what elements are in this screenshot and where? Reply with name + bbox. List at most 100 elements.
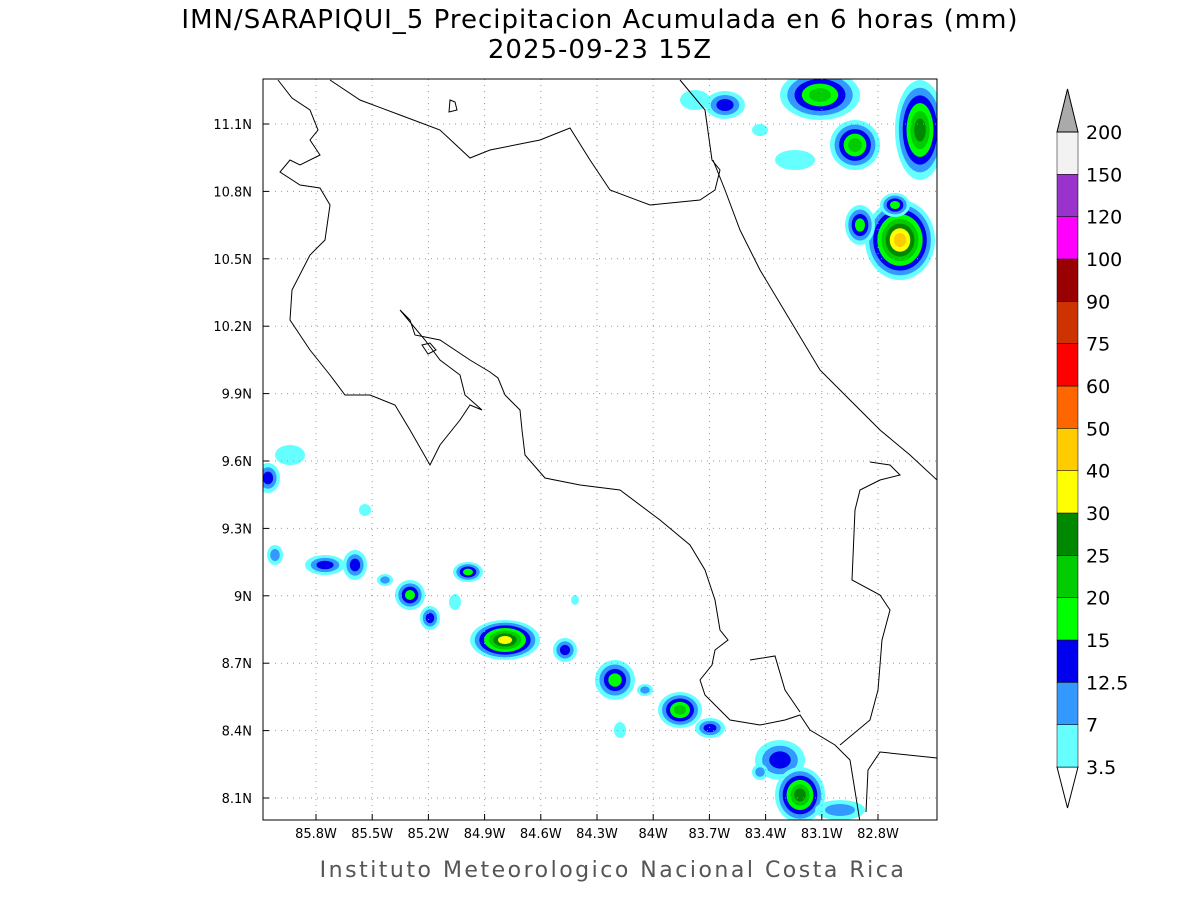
- colorbar-label: 150: [1086, 164, 1122, 186]
- precip-area: [848, 138, 862, 152]
- colorbar: 3.5 7 12.5 15 20 25 30 40 50 60 75 90 100 120 150 200: [1056, 88, 1128, 809]
- precip-area: [449, 594, 461, 610]
- colorbar-under: [1056, 766, 1079, 809]
- colorbar-over: [1056, 88, 1079, 133]
- precip-area: [275, 445, 305, 465]
- colorbar-label: 60: [1086, 376, 1110, 398]
- colorbar-label: 15: [1086, 630, 1110, 652]
- colorbar-segment: [1056, 301, 1079, 344]
- colorbar-label: 90: [1086, 291, 1110, 313]
- precip-area: [855, 218, 865, 232]
- precip-area: [463, 568, 473, 576]
- lat-tick-label: 8.1N: [222, 792, 252, 807]
- colorbar-label: 75: [1086, 334, 1110, 356]
- colorbar-segment: [1056, 258, 1079, 302]
- coastline: [277, 79, 861, 820]
- lon-tick-label: 84.3W: [576, 827, 618, 842]
- lat-tick-label: 9.3N: [222, 522, 252, 537]
- coastline: [712, 159, 937, 481]
- precip-area: [716, 99, 734, 111]
- precip-area: [263, 471, 274, 485]
- colorbar-label: 20: [1086, 588, 1110, 610]
- lat-tick-label: 9.9N: [222, 388, 252, 403]
- colorbar-segment: [1056, 216, 1079, 260]
- lon-tick-label: 84W: [638, 827, 668, 842]
- colorbar-label: 25: [1086, 545, 1110, 567]
- precip-area: [674, 705, 686, 715]
- colorbar-label: 3.5: [1086, 757, 1116, 779]
- precip-area: [359, 504, 371, 516]
- precip-area: [498, 636, 512, 644]
- subtitle: 2025-09-23 15Z: [488, 35, 712, 65]
- colorbar-label: 120: [1086, 207, 1122, 229]
- footer: Instituto Meteorologico Nacional Costa R…: [320, 858, 907, 883]
- precip-area: [794, 788, 806, 802]
- precip-area: [703, 723, 717, 733]
- colorbar-segment: [1056, 724, 1079, 768]
- lon-tick-label: 84.6W: [520, 827, 562, 842]
- lon-tick-label: 85.5W: [351, 827, 393, 842]
- precip-area: [405, 590, 415, 600]
- colorbar-segment: [1056, 131, 1079, 175]
- colorbar-label: 12.5: [1086, 672, 1128, 694]
- lat-tick-label: 10.8N: [213, 185, 252, 200]
- precip-area: [425, 612, 435, 624]
- precip-area: [890, 201, 900, 209]
- precip-area: [769, 751, 791, 769]
- map-frame: [262, 78, 938, 821]
- lon-tick-label: 84.9W: [464, 827, 506, 842]
- precip-area: [752, 124, 768, 136]
- title: IMN/SARAPIQUI_5 Precipitacion Acumulada …: [181, 5, 1018, 35]
- colorbar-label: 100: [1086, 249, 1122, 271]
- colorbar-segment: [1056, 343, 1079, 387]
- lat-tick-label: 9N: [234, 590, 252, 605]
- lon-tick-label: 82.8W: [857, 827, 899, 842]
- lat-tick-label: 9.6N: [222, 455, 252, 470]
- coastlines: [277, 79, 937, 820]
- colorbar-segment: [1056, 512, 1079, 556]
- colorbar-label: 40: [1086, 461, 1110, 483]
- precip-area: [825, 804, 855, 816]
- lon-tick-label: 83.4W: [745, 827, 787, 842]
- colorbar-label: 50: [1086, 418, 1110, 440]
- precip-area: [559, 644, 571, 656]
- lat-tick-label: 8.7N: [222, 657, 252, 672]
- precip-area: [680, 90, 710, 110]
- colorbar-segment: [1056, 639, 1079, 683]
- precip-area: [316, 560, 334, 570]
- border: [329, 79, 721, 206]
- colorbar-segment: [1056, 682, 1079, 725]
- axis-labels: 11.1N 10.8N 10.5N 10.2N 9.9N 9.6N 9.3N 9N 8.7N 8.…: [213, 118, 899, 842]
- colorbar-label: 7: [1086, 715, 1098, 737]
- colorbar-segment: [1056, 174, 1079, 217]
- lat-tick-label: 11.1N: [213, 118, 252, 133]
- lon-tick-label: 85.2W: [407, 827, 449, 842]
- colorbar-label: 200: [1086, 122, 1122, 144]
- lon-tick-label: 83.1W: [801, 827, 843, 842]
- precip-area: [614, 722, 626, 738]
- grid: [263, 79, 937, 820]
- precip-area: [270, 549, 280, 561]
- lat-tick-label: 8.4N: [222, 725, 252, 740]
- border: [839, 461, 901, 746]
- precip-area: [608, 673, 622, 687]
- colorbar-segment: [1056, 385, 1079, 429]
- precip-area: [571, 595, 579, 605]
- precip-area: [755, 767, 765, 777]
- lat-tick-label: 10.5N: [213, 253, 252, 268]
- colorbar-segment: [1056, 428, 1079, 471]
- colorbar-segment: [1056, 597, 1079, 641]
- precip-area: [380, 576, 390, 584]
- precip-area: [809, 88, 831, 102]
- colorbar-label: 30: [1086, 503, 1110, 525]
- lat-tick-label: 10.2N: [213, 320, 252, 335]
- precipitation-field: [263, 79, 937, 820]
- lon-tick-label: 85.8W: [295, 827, 337, 842]
- colorbar-segment: [1056, 470, 1079, 514]
- precip-area: [914, 118, 926, 142]
- precip-area: [893, 232, 907, 248]
- lon-tick-label: 83.7W: [688, 827, 730, 842]
- coastline: [421, 99, 937, 813]
- precip-area: [640, 686, 650, 694]
